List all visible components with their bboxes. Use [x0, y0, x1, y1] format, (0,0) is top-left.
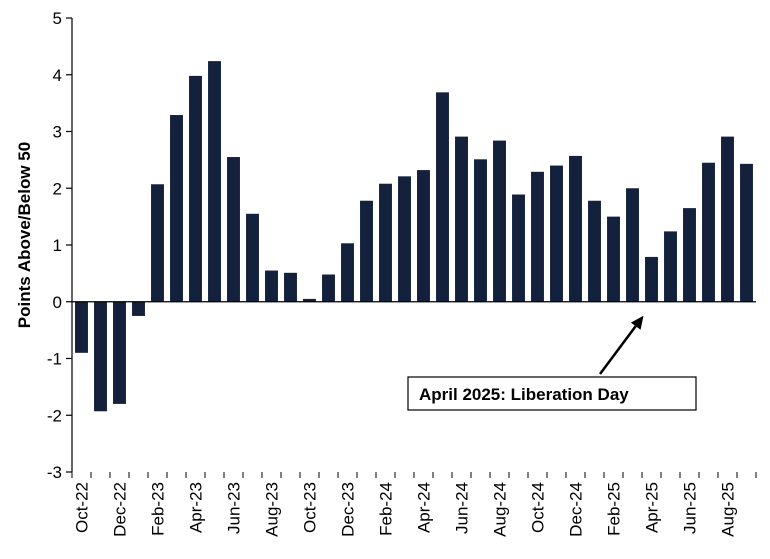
y-tick-label: -3 [47, 463, 62, 482]
y-axis-label: Points Above/Below 50 [15, 142, 34, 328]
bar-jul-24 [474, 159, 487, 302]
bar-jun-25 [683, 208, 696, 302]
x-tick-label: Dec-22 [111, 482, 130, 537]
x-tick-label: Aug-25 [719, 482, 738, 537]
bar-jan-23 [132, 301, 145, 316]
y-tick-label: 2 [53, 179, 62, 198]
bar-jan-24 [360, 200, 373, 302]
x-tick-label: Jun-23 [225, 482, 244, 534]
x-tick-label: Oct-23 [301, 482, 320, 533]
bar-nov-24 [550, 165, 563, 302]
bar-apr-23 [189, 75, 202, 302]
x-tick-label: Aug-24 [491, 482, 510, 537]
x-tick-label: Dec-23 [339, 482, 358, 537]
y-tick-label: 5 [53, 9, 62, 28]
x-tick-label: Apr-25 [643, 482, 662, 533]
x-tick-label: Apr-23 [187, 482, 206, 533]
x-tick-label: Feb-23 [149, 482, 168, 536]
bar-nov-23 [322, 274, 335, 302]
bar-apr-25 [645, 256, 658, 302]
y-axis: -3 -2 -1 0 1 2 3 4 5 [47, 9, 73, 482]
bar-sep-23 [284, 272, 297, 302]
y-tick-label: 0 [53, 293, 62, 312]
bar-sep-25 [740, 163, 753, 302]
bar-mar-24 [398, 176, 411, 302]
bar-aug-24 [493, 140, 506, 302]
bar-may-25 [664, 231, 677, 302]
x-tick-label: Dec-24 [567, 482, 586, 537]
bar-feb-23 [151, 184, 164, 302]
x-tick-label: Jun-24 [453, 482, 472, 534]
bar-dec-23 [341, 243, 354, 302]
bar-jul-25 [702, 162, 715, 302]
bar-may-24 [436, 92, 449, 302]
bar-series [75, 61, 753, 412]
bar-aug-25 [721, 136, 734, 302]
bar-apr-24 [417, 170, 430, 302]
annotation-arrow [598, 325, 637, 375]
bar-dec-24 [569, 155, 582, 302]
y-tick-label: -1 [47, 350, 62, 369]
annotation-text: April 2025: Liberation Day [419, 385, 629, 404]
bar-jul-23 [246, 213, 259, 302]
x-tick-label: Oct-22 [73, 482, 92, 533]
y-tick-label: 3 [53, 123, 62, 142]
x-tick-label: Apr-24 [415, 482, 434, 533]
annotation-arrowhead [630, 315, 644, 330]
x-tick-label: Feb-25 [605, 482, 624, 536]
annotation: April 2025: Liberation Day [407, 315, 697, 411]
x-tick-label: Feb-24 [377, 482, 396, 536]
bar-feb-25 [607, 216, 620, 302]
x-tick-label: Oct-24 [529, 482, 548, 533]
annotation-box [407, 376, 697, 411]
bar-mar-23 [170, 115, 183, 302]
bar-may-23 [208, 61, 221, 302]
bar-oct-23 [303, 298, 316, 302]
x-tick-label: Jun-25 [681, 482, 700, 534]
bar-jan-25 [588, 200, 601, 302]
bar-sep-24 [512, 194, 525, 302]
bar-dec-22 [113, 301, 126, 404]
bar-jun-24 [455, 136, 468, 302]
bar-nov-22 [94, 301, 107, 412]
x-axis: Oct-22 Dec-22 Feb-23 Apr-23 Jun-23 Aug-23 Oct-… [71, 301, 757, 537]
y-tick-label: 1 [53, 236, 62, 255]
y-tick-label: -2 [47, 406, 62, 425]
bar-jun-23 [227, 157, 240, 302]
x-tick-label: Aug-23 [263, 482, 282, 537]
y-tick-label: 4 [53, 66, 62, 85]
bar-feb-24 [379, 183, 392, 302]
bar-oct-22 [75, 301, 88, 353]
bar-aug-23 [265, 270, 278, 302]
bar-mar-25 [626, 188, 639, 302]
bar-oct-24 [531, 171, 544, 302]
